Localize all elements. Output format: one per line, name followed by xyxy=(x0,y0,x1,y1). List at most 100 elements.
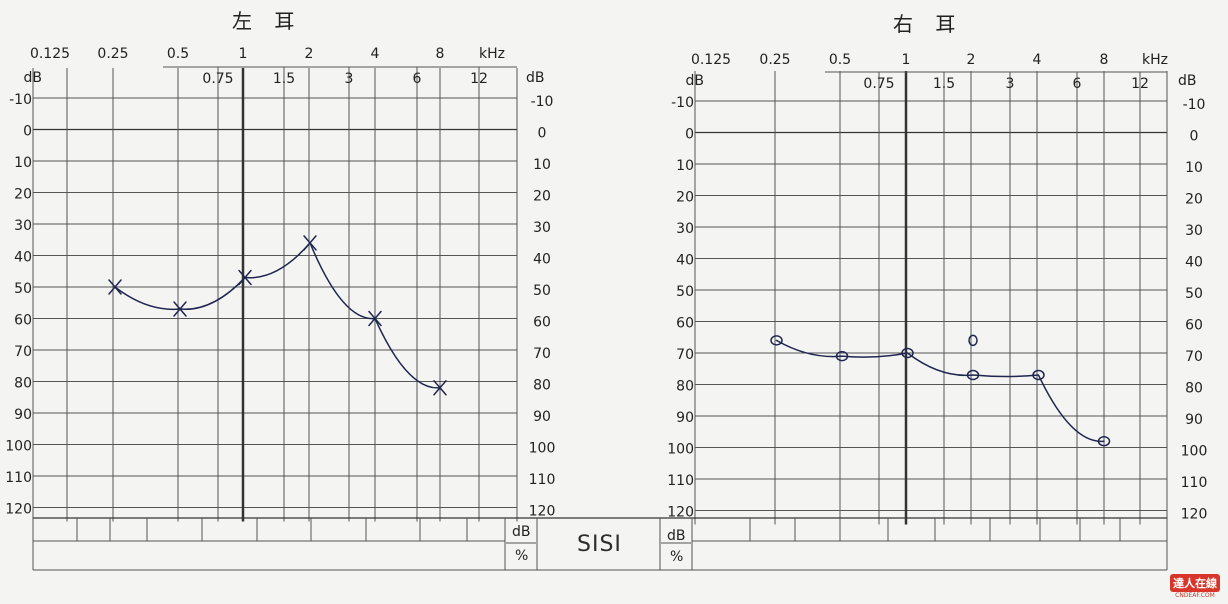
y-tick-label: 0 xyxy=(23,124,32,140)
y-unit-label: dB xyxy=(1178,73,1197,89)
x-minor-tick-label: 3 xyxy=(1006,76,1015,92)
threshold-marker-o xyxy=(835,350,849,362)
y-tick-label: 10 xyxy=(14,155,32,171)
y-tick-label: 60 xyxy=(676,316,694,332)
y-tick-label: 50 xyxy=(533,283,551,299)
y-unit-label: dB xyxy=(24,70,43,86)
y-tick-label: 10 xyxy=(676,158,694,174)
y-tick-label: 30 xyxy=(533,220,551,236)
y-tick-label: 40 xyxy=(14,250,32,266)
x-tick-label: 4 xyxy=(1033,52,1042,68)
y-tick-label: 10 xyxy=(1185,160,1203,176)
x-tick-label: 8 xyxy=(1100,52,1109,68)
y-tick-label: 60 xyxy=(1185,318,1203,334)
left-ear-title: 左 耳 xyxy=(232,9,302,33)
y-tick-label: 90 xyxy=(533,409,551,425)
y-tick-label: -10 xyxy=(531,94,554,110)
x-tick-label: 0.125 xyxy=(691,52,731,68)
sisi-right-percent-label: % xyxy=(670,549,683,565)
y-unit-label: dB xyxy=(686,73,705,89)
y-tick-label: 100 xyxy=(1181,444,1208,460)
y-tick-label: 90 xyxy=(14,407,32,423)
y-tick-label: 50 xyxy=(14,281,32,297)
y-tick-label: 30 xyxy=(1185,223,1203,239)
y-tick-label: 40 xyxy=(1185,255,1203,271)
threshold-marker-o xyxy=(1097,435,1111,447)
y-tick-label: 120 xyxy=(5,502,32,518)
x-tick-label: 0.25 xyxy=(97,46,128,62)
x-tick-label: 0.25 xyxy=(759,52,790,68)
y-tick-label: 110 xyxy=(529,472,556,488)
y-tick-label: 0 xyxy=(538,126,547,142)
y-tick-label: 100 xyxy=(667,442,694,458)
x-minor-tick-label: 3 xyxy=(345,71,354,87)
x-minor-tick-label: 1.5 xyxy=(933,76,955,92)
x-tick-label: 0.125 xyxy=(30,46,70,62)
y-tick-label: 40 xyxy=(676,253,694,269)
y-tick-label: 0 xyxy=(1190,129,1199,145)
x-tick-label: 1 xyxy=(902,52,911,68)
threshold-marker-x xyxy=(173,301,187,317)
extra-marker xyxy=(968,334,978,347)
x-tick-label: 1 xyxy=(239,46,248,62)
y-tick-label: 100 xyxy=(529,441,556,457)
y-tick-label: 10 xyxy=(533,157,551,173)
y-tick-label: 80 xyxy=(676,379,694,395)
y-unit-label: dB xyxy=(526,70,545,86)
threshold-marker-o xyxy=(770,335,783,346)
y-tick-label: 80 xyxy=(533,378,551,394)
y-tick-label: 20 xyxy=(14,187,32,203)
y-tick-label: 60 xyxy=(533,315,551,331)
x-minor-tick-label: 12 xyxy=(470,71,488,87)
y-tick-label: 70 xyxy=(1185,349,1203,365)
y-tick-label: -10 xyxy=(9,92,32,108)
threshold-marker-x xyxy=(368,310,382,327)
x-unit-label: kHz xyxy=(479,46,505,62)
y-tick-label: 80 xyxy=(14,376,32,392)
y-tick-label: 20 xyxy=(1185,192,1203,208)
x-tick-label: 2 xyxy=(967,52,976,68)
y-tick-label: 90 xyxy=(676,410,694,426)
x-tick-label: 0.5 xyxy=(167,46,189,62)
y-tick-label: 20 xyxy=(676,190,694,206)
threshold-marker-x xyxy=(238,269,252,286)
y-tick-label: 110 xyxy=(1181,475,1208,491)
y-tick-label: 70 xyxy=(14,344,32,360)
x-unit-label: kHz xyxy=(1142,52,1168,68)
x-tick-label: 2 xyxy=(305,46,314,62)
threshold-marker-o xyxy=(966,369,980,381)
y-tick-label: 50 xyxy=(676,284,694,300)
threshold-marker-x xyxy=(108,279,122,295)
site-watermark: 達人在線 CNDEAF.COM xyxy=(1166,572,1224,602)
y-tick-label: 100 xyxy=(5,439,32,455)
y-tick-label: 110 xyxy=(667,473,694,489)
y-tick-label: 120 xyxy=(1181,507,1208,523)
x-minor-tick-label: 6 xyxy=(1073,76,1082,92)
y-tick-label: 0 xyxy=(685,127,694,143)
sisi-right-db-label: dB xyxy=(667,528,686,544)
y-tick-label: 90 xyxy=(1185,412,1203,428)
sisi-left-percent-label: % xyxy=(515,548,528,564)
sisi-table: dB % dB % SISI xyxy=(32,517,1168,571)
right-ear-title: 右 耳 xyxy=(893,12,963,36)
y-tick-label: 70 xyxy=(533,346,551,362)
y-tick-label: 60 xyxy=(14,313,32,329)
y-tick-label: 50 xyxy=(1185,286,1203,302)
y-tick-label: 30 xyxy=(14,218,32,234)
x-minor-tick-label: 0.75 xyxy=(863,76,894,92)
y-tick-label: -10 xyxy=(671,95,694,111)
sisi-label: SISI xyxy=(577,532,622,557)
x-minor-tick-label: 12 xyxy=(1131,76,1149,92)
y-tick-label: 30 xyxy=(676,221,694,237)
x-tick-label: 4 xyxy=(371,46,380,62)
y-tick-label: 120 xyxy=(529,504,556,520)
y-tick-label: 70 xyxy=(676,347,694,363)
threshold-marker-o xyxy=(1032,369,1045,381)
x-minor-tick-label: 1.5 xyxy=(273,71,295,87)
y-tick-label: 40 xyxy=(533,252,551,268)
threshold-line xyxy=(775,339,1105,442)
y-tick-label: 110 xyxy=(5,470,32,486)
threshold-line xyxy=(114,242,441,389)
